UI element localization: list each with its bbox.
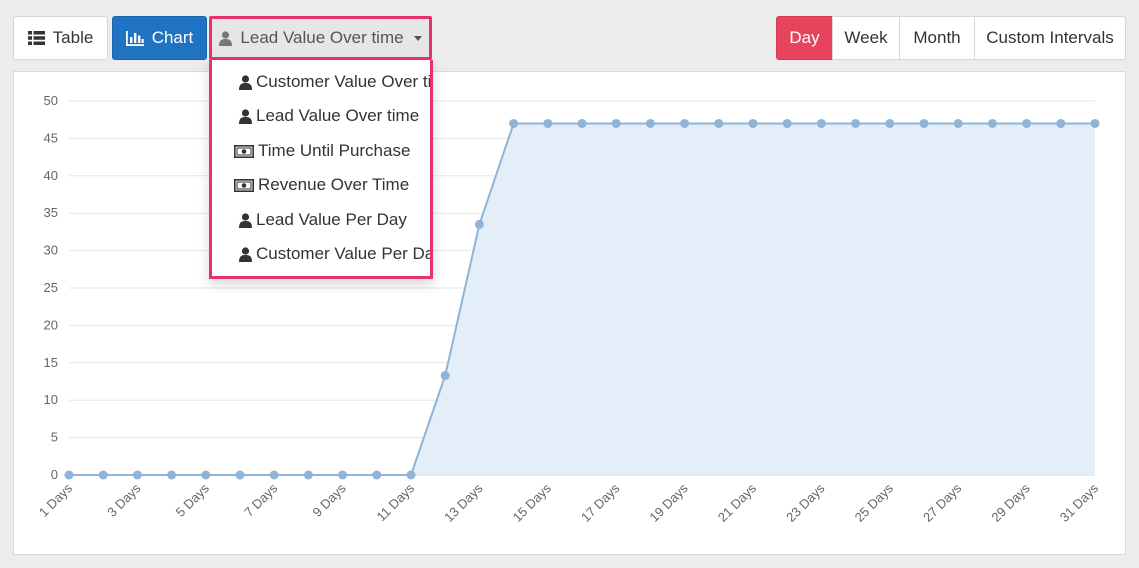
dropdown-item[interactable]: Time Until Purchase [234, 136, 410, 166]
y-tick-label: 30 [44, 243, 58, 258]
data-point [748, 118, 758, 128]
y-tick-label: 15 [44, 355, 58, 370]
y-tick-label: 35 [44, 205, 58, 220]
table-view-label: Table [52, 28, 94, 47]
user-icon [239, 212, 252, 228]
x-tick-label: 19 Days [646, 480, 691, 525]
dropdown-item-label: Customer Value Over time [256, 72, 432, 91]
interval-month-button[interactable]: Month [899, 16, 975, 60]
x-tick-label: 27 Days [920, 480, 965, 525]
data-point [372, 470, 382, 480]
money-icon [234, 144, 254, 158]
dropdown-item-label: Customer Value Per Day [256, 244, 433, 263]
data-point [1022, 118, 1032, 128]
x-tick-label: 31 Days [1057, 480, 1102, 525]
data-point [303, 470, 313, 480]
user-icon [239, 108, 252, 124]
dropdown-item-label: Lead Value Per Day [256, 210, 407, 229]
x-tick-label: 9 Days [309, 480, 349, 520]
data-point [543, 118, 553, 128]
y-tick-label: 10 [44, 392, 58, 407]
chart-view-label: Chart [151, 28, 194, 47]
dropdown-item-label: Lead Value Over time [256, 106, 420, 125]
x-tick-label: 3 Days [104, 480, 144, 520]
chart-view-button[interactable]: Chart [112, 16, 207, 60]
data-point [577, 118, 587, 128]
data-point [132, 470, 142, 480]
dropdown-item[interactable]: Lead Value Over time [239, 101, 419, 131]
y-tick-label: 40 [44, 168, 58, 183]
report-type-label: Lead Value Over time [240, 28, 404, 47]
y-tick-label: 50 [44, 93, 58, 108]
data-point [987, 118, 997, 128]
chart-panel: 0 5 10 15 20 25 30 35 40 45 50 1 Days 3 Days 5 Days 7 … [13, 71, 1126, 555]
data-point [338, 470, 348, 480]
data-point [680, 118, 690, 128]
money-icon [234, 178, 254, 192]
data-point [714, 118, 724, 128]
data-point [1056, 118, 1066, 128]
dropdown-item[interactable]: Lead Value Per Day [239, 205, 407, 235]
data-point [509, 118, 519, 128]
data-point [782, 118, 792, 128]
data-point [885, 118, 895, 128]
data-point [269, 470, 279, 480]
list-icon [27, 31, 45, 45]
y-tick-label: 0 [51, 467, 58, 482]
data-point [201, 470, 211, 480]
data-point [98, 470, 108, 480]
x-tick-label: 13 Days [441, 480, 486, 525]
data-point [64, 470, 74, 480]
x-tick-label: 17 Days [578, 480, 623, 525]
data-point [816, 118, 826, 128]
user-icon [239, 246, 252, 262]
series-area [69, 123, 1095, 475]
data-point [953, 118, 963, 128]
data-point [1090, 118, 1100, 128]
data-point [919, 118, 929, 128]
report-type-dropdown-button[interactable]: Lead Value Over time [209, 16, 432, 60]
x-tick-label: 15 Days [510, 480, 555, 525]
data-point [235, 470, 245, 480]
caret-down-icon [413, 35, 422, 41]
y-tick-label: 20 [44, 317, 58, 332]
x-tick-label: 11 Days [373, 480, 417, 524]
report-type-dropdown-menu: Customer Value Over time Lead Value Over … [209, 60, 433, 279]
user-icon [219, 30, 233, 46]
interval-custom-button[interactable]: Custom Intervals [974, 16, 1126, 60]
x-tick-label: 23 Days [783, 480, 828, 525]
dropdown-item-label: Revenue Over Time [258, 175, 410, 194]
interval-week-button[interactable]: Week [832, 16, 900, 60]
x-tick-label: 1 Days [36, 480, 76, 520]
table-view-button[interactable]: Table [13, 16, 108, 60]
area-chart: 0 5 10 15 20 25 30 35 40 45 50 1 Days 3 Days 5 Days 7 … [36, 93, 1102, 525]
interval-day-button[interactable]: Day [776, 16, 833, 60]
bar-chart-icon [125, 30, 144, 46]
dropdown-item-label: Time Until Purchase [258, 141, 411, 160]
x-tick-label: 21 Days [715, 480, 760, 525]
data-point [440, 371, 450, 381]
data-point [851, 118, 861, 128]
dropdown-item[interactable]: Customer Value Per Day [239, 239, 433, 269]
dropdown-item[interactable]: Revenue Over Time [234, 170, 409, 200]
y-tick-label: 25 [44, 280, 58, 295]
x-tick-label: 25 Days [852, 480, 897, 525]
data-point [645, 118, 655, 128]
data-point [406, 470, 416, 480]
x-tick-label: 29 Days [988, 480, 1033, 525]
x-tick-label: 7 Days [241, 480, 281, 520]
interval-button-group: Day Week Month Custom Intervals [776, 16, 1126, 60]
y-tick-label: 5 [51, 430, 58, 445]
data-point [167, 470, 177, 480]
dropdown-item[interactable]: Customer Value Over time [239, 67, 432, 97]
data-point [611, 118, 621, 128]
user-icon [239, 74, 252, 90]
y-tick-label: 45 [44, 130, 58, 145]
data-point [474, 219, 484, 229]
x-tick-label: 5 Days [173, 480, 213, 520]
